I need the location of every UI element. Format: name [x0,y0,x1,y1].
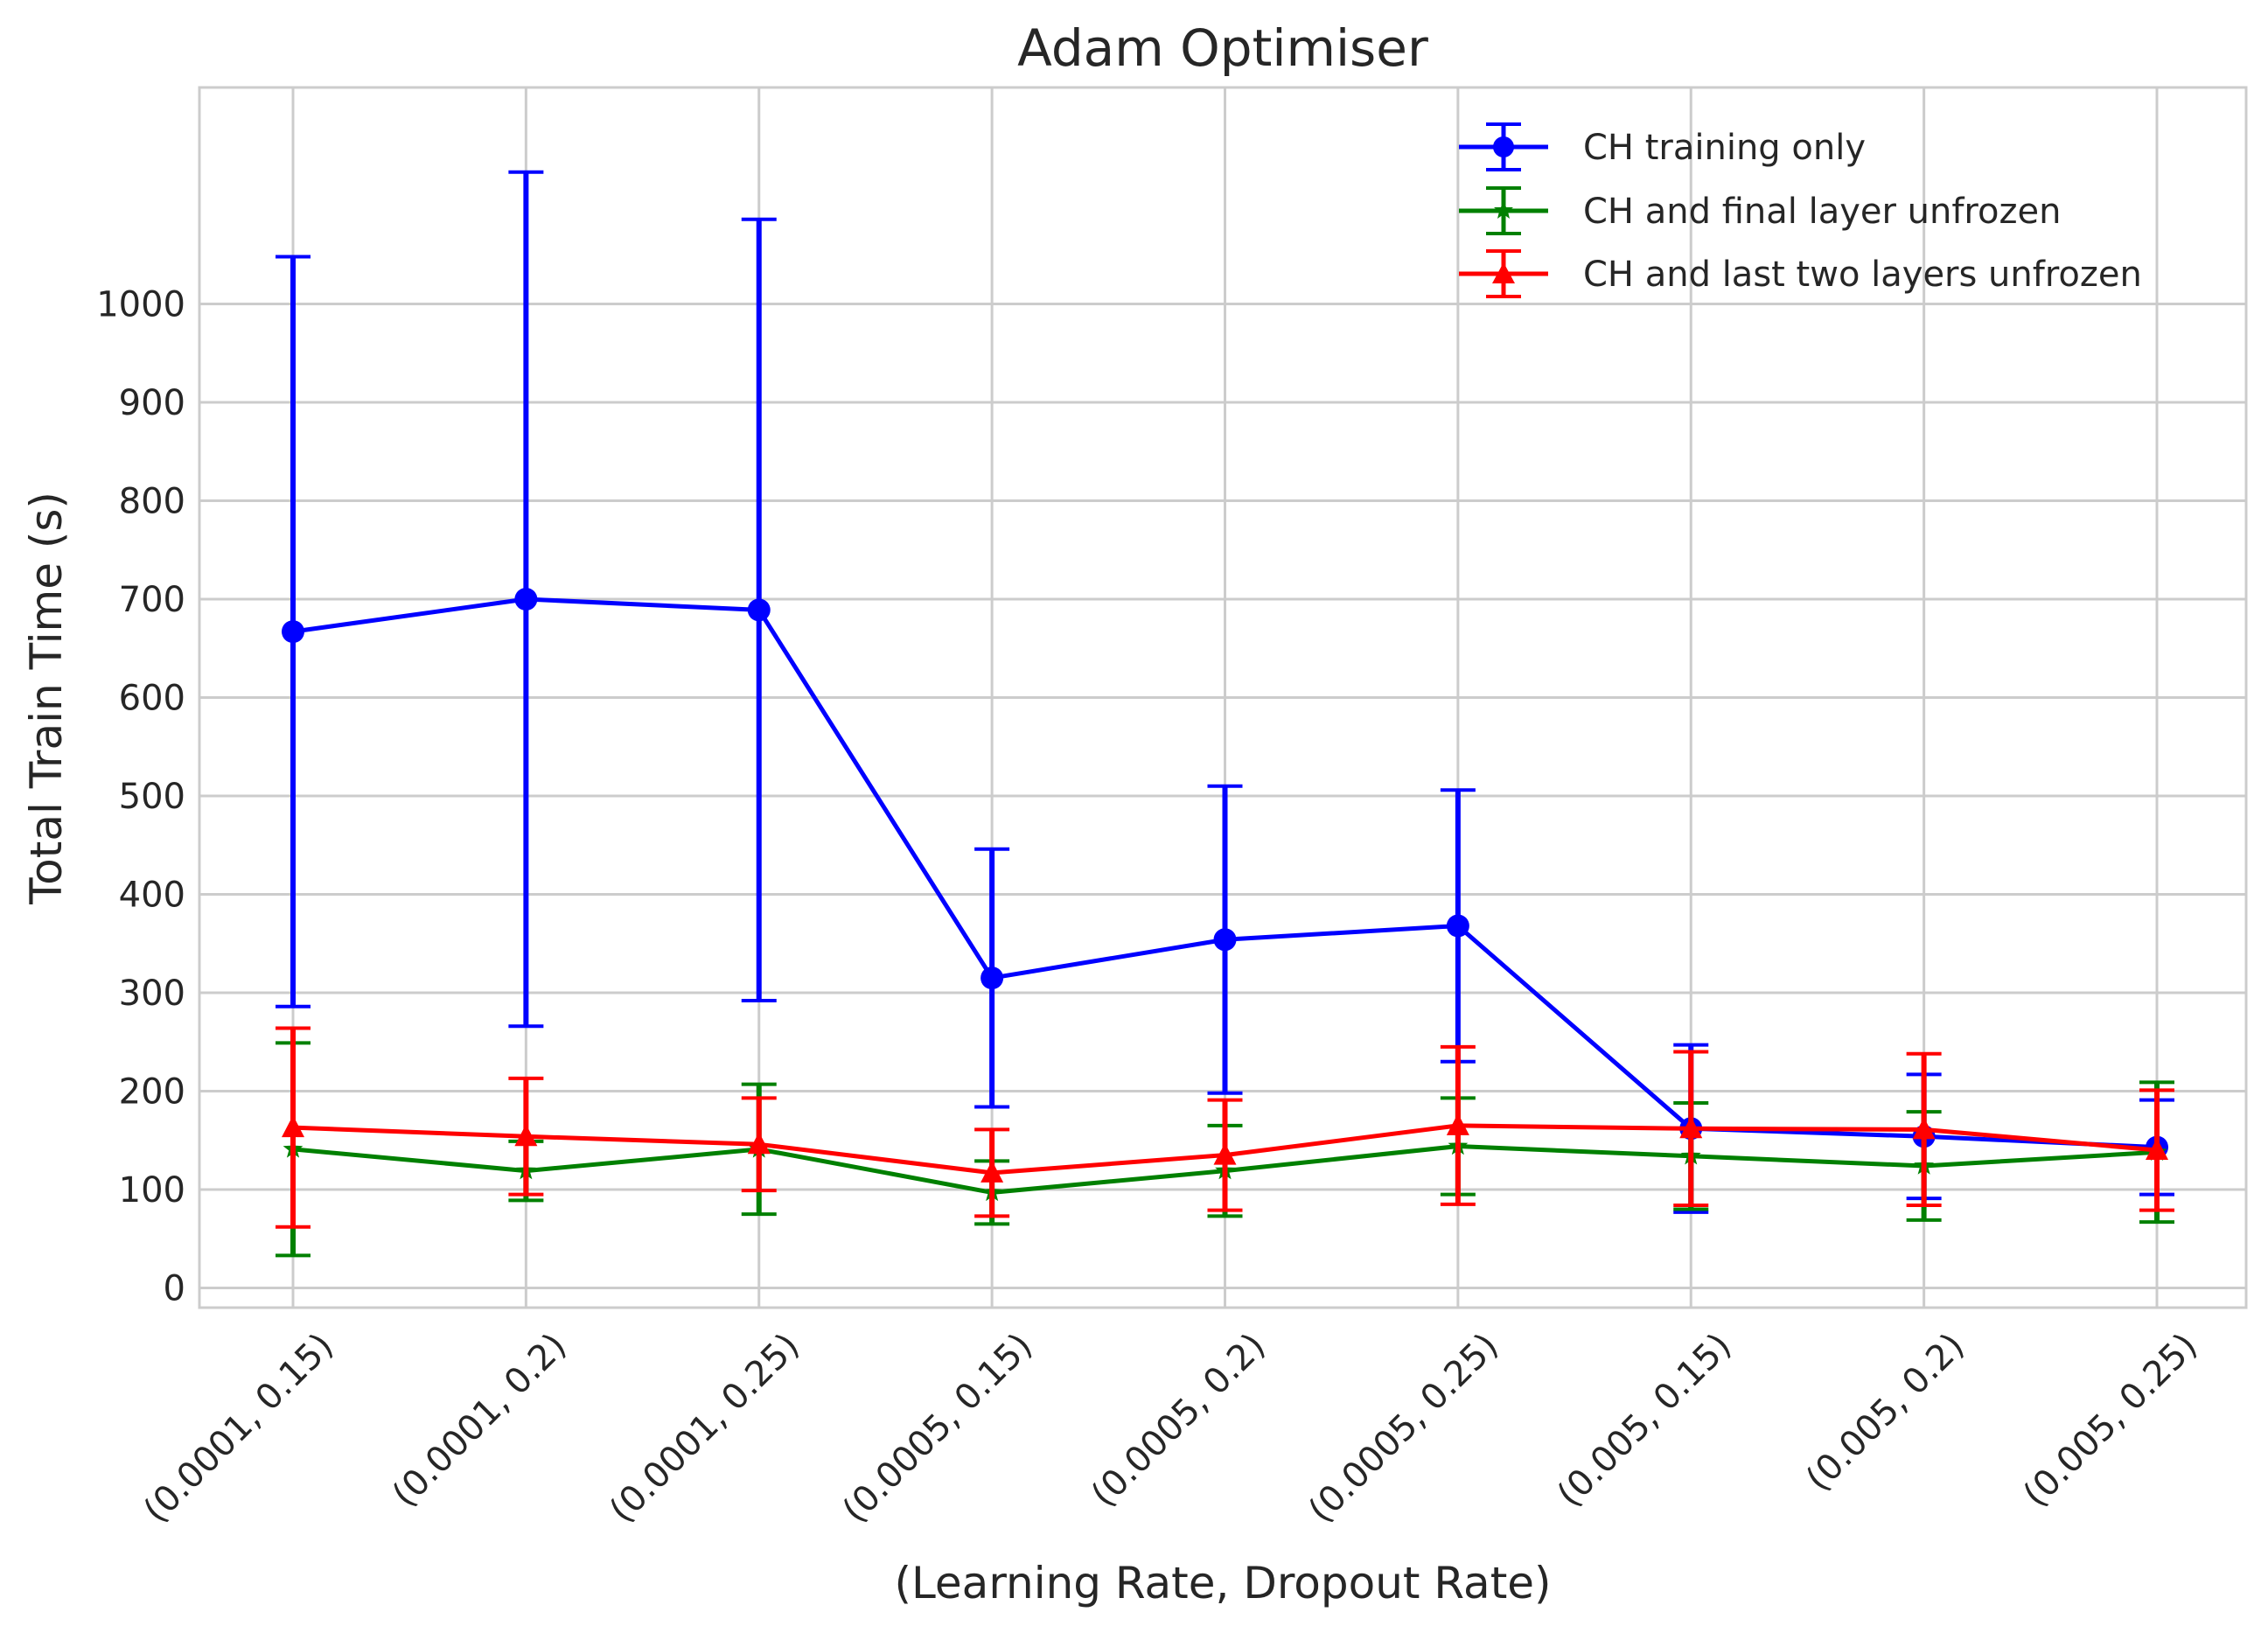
series-0-point-5 [1447,915,1469,938]
series-0-point-0 [282,620,304,643]
y-tick-label-10: 1000 [96,285,185,325]
legend-marker-circle [1493,136,1514,157]
legend-label-0: CH training only [1583,128,1866,168]
series-0-point-3 [980,967,1003,989]
y-tick-label-2: 200 [119,1072,185,1113]
y-axis-label: Total Train Time (s) [21,492,72,905]
y-tick-label-8: 800 [119,482,185,522]
y-tick-label-6: 600 [119,679,185,719]
y-tick-label-5: 500 [119,777,185,817]
series-0-point-2 [748,598,771,621]
y-tick-label-3: 300 [119,974,185,1014]
y-tick-label-9: 900 [119,383,185,423]
legend-label-2: CH and last two layers unfrozen [1583,255,2142,295]
y-tick-label-1: 100 [119,1170,185,1211]
chart-title: Adam Optimiser [1017,18,1428,78]
series-0-point-4 [1214,928,1237,951]
y-tick-label-0: 0 [164,1269,185,1309]
x-axis-label: (Learning Rate, Dropout Rate) [894,1558,1551,1609]
series-0-point-1 [514,588,537,611]
y-tick-label-7: 700 [119,580,185,620]
y-tick-label-4: 400 [119,876,185,916]
legend-label-1: CH and final layer unfrozen [1583,192,2061,232]
